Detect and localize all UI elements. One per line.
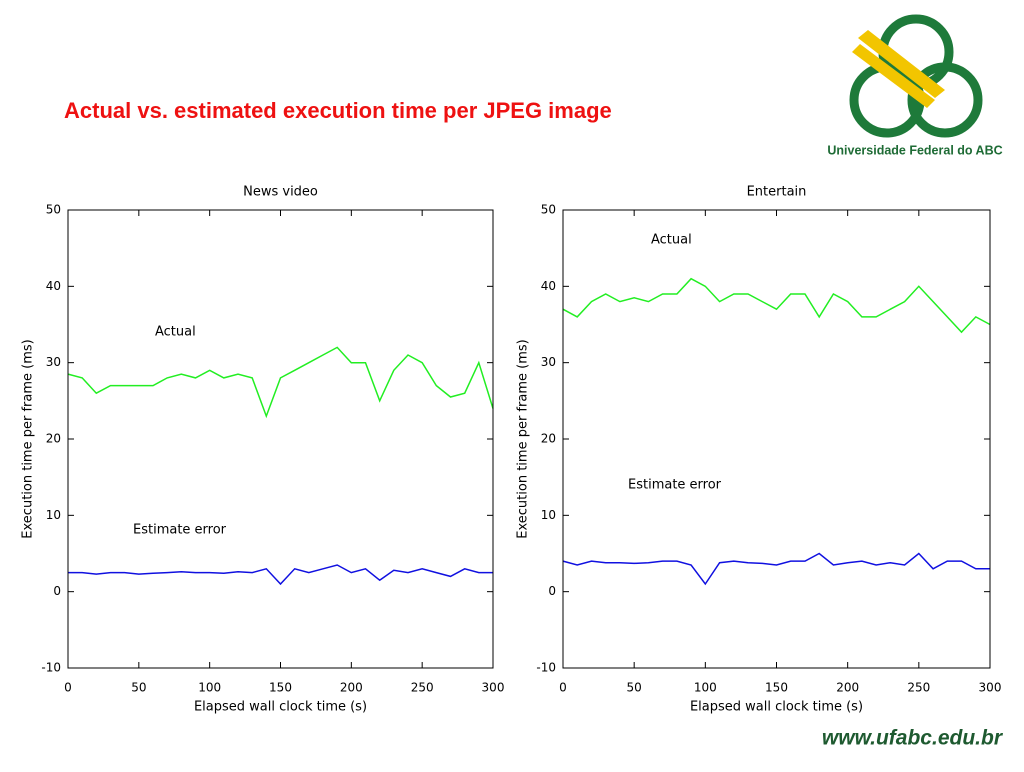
x-tick-label: 0 <box>64 681 72 695</box>
y-tick-label: 30 <box>46 355 61 369</box>
y-tick-label: 50 <box>46 203 61 217</box>
y-tick-label: 30 <box>541 355 556 369</box>
series-label: Estimate error <box>628 478 722 493</box>
y-tick-label: -10 <box>536 661 556 675</box>
y-tick-label: 40 <box>46 279 61 293</box>
y-tick-label: 50 <box>541 203 556 217</box>
x-tick-label: 100 <box>198 681 221 695</box>
logo: Universidade Federal do ABC <box>827 14 1003 157</box>
x-tick-label: 150 <box>765 681 788 695</box>
x-axis-label: Elapsed wall clock time (s) <box>690 700 863 715</box>
x-axis-label: Elapsed wall clock time (s) <box>194 700 367 715</box>
logo-bar <box>852 44 935 108</box>
x-tick-label: 200 <box>340 681 363 695</box>
x-tick-label: 250 <box>411 681 434 695</box>
footer-url: www.ufabc.edu.br <box>822 727 1004 750</box>
y-tick-label: 40 <box>541 279 556 293</box>
x-tick-label: 300 <box>482 681 505 695</box>
series-line <box>68 564 493 586</box>
series-line <box>562 277 991 334</box>
x-tick-label: 0 <box>559 681 567 695</box>
y-axis-label: Execution time per frame (ms) <box>516 339 531 538</box>
y-tick-label: 20 <box>46 432 61 446</box>
x-tick-label: 150 <box>269 681 292 695</box>
series-label: Estimate error <box>133 523 227 538</box>
y-axis-label: Execution time per frame (ms) <box>21 339 36 538</box>
chart-title: Entertain <box>747 185 807 200</box>
y-tick-label: 10 <box>541 508 556 522</box>
x-tick-label: 250 <box>907 681 930 695</box>
slide-title: Actual vs. estimated execution time per … <box>64 98 612 123</box>
plot-frame <box>67 209 494 669</box>
logo-text: Universidade Federal do ABC <box>827 143 1002 157</box>
x-tick-label: 50 <box>131 681 146 695</box>
y-tick-label: 10 <box>46 508 61 522</box>
logo-bar <box>858 30 945 98</box>
series-line <box>562 552 990 586</box>
y-tick-label: -10 <box>41 661 61 675</box>
chart-title: News video <box>243 185 318 200</box>
y-tick-label: 0 <box>53 584 61 598</box>
plot-frame <box>562 209 991 669</box>
series-line <box>67 346 494 419</box>
x-tick-label: 50 <box>627 681 642 695</box>
y-tick-label: 20 <box>541 432 556 446</box>
x-tick-label: 200 <box>836 681 859 695</box>
series-label: Actual <box>155 325 196 340</box>
y-tick-label: 0 <box>548 584 556 598</box>
x-tick-label: 300 <box>979 681 1002 695</box>
x-tick-label: 100 <box>694 681 717 695</box>
series-label: Actual <box>651 233 692 248</box>
